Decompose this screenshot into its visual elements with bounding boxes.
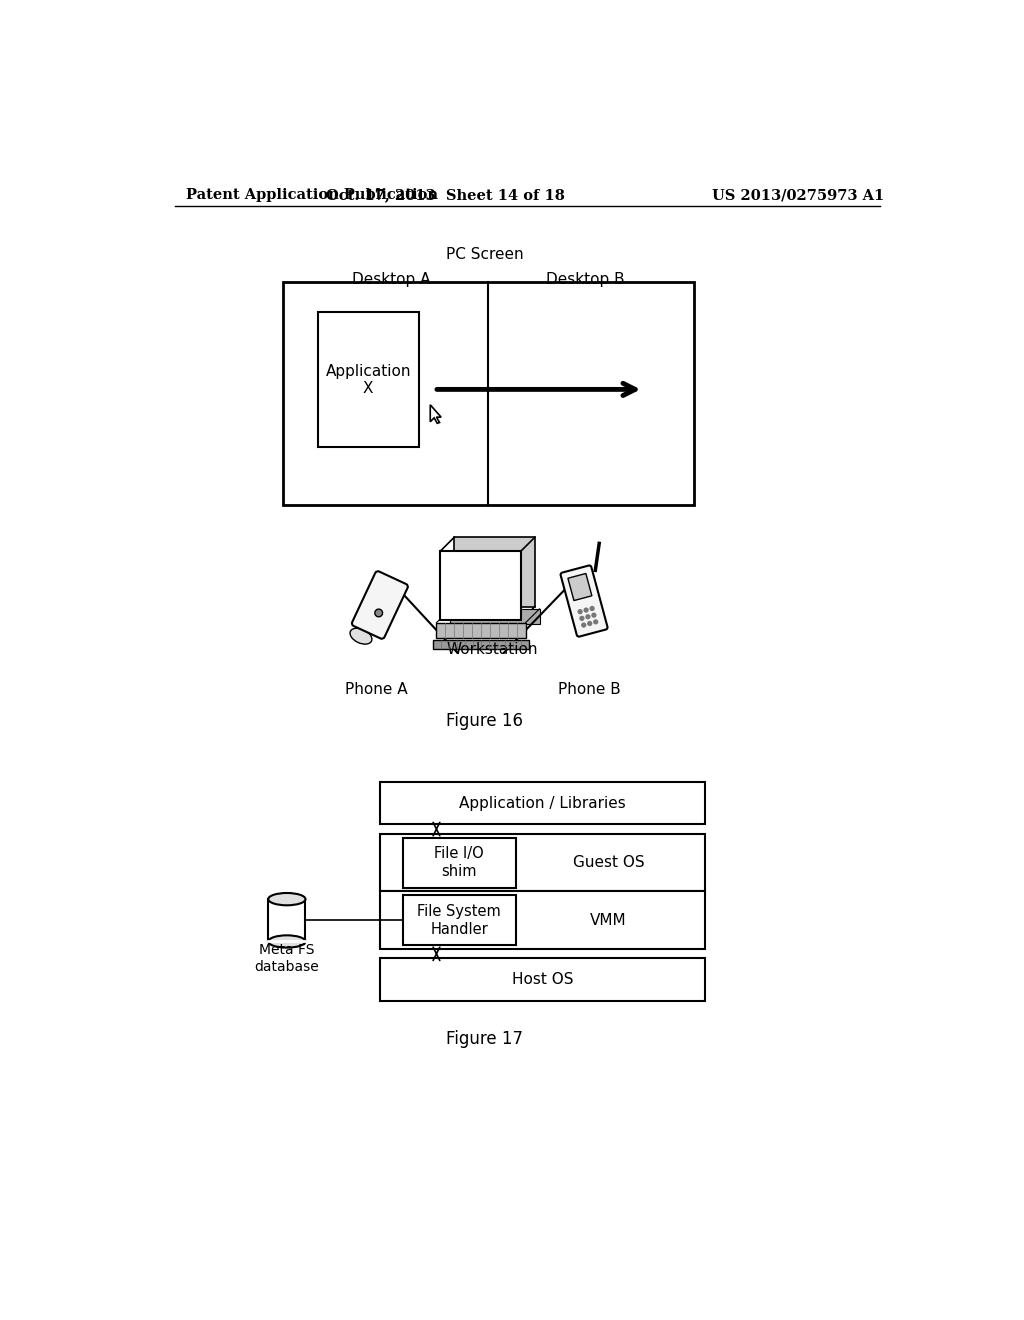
Circle shape: [588, 622, 592, 626]
Polygon shape: [440, 552, 521, 620]
Circle shape: [375, 609, 383, 616]
Text: Figure 17: Figure 17: [446, 1031, 523, 1048]
Bar: [380, 834, 706, 891]
Bar: [283, 281, 693, 506]
Polygon shape: [455, 537, 535, 607]
Text: Patent Application Publication: Patent Application Publication: [186, 189, 438, 202]
Text: Oct. 17, 2013  Sheet 14 of 18: Oct. 17, 2013 Sheet 14 of 18: [327, 189, 565, 202]
Bar: [432, 640, 529, 649]
Circle shape: [594, 620, 598, 624]
Circle shape: [579, 610, 582, 614]
FancyBboxPatch shape: [352, 572, 408, 639]
Text: Desktop A: Desktop A: [352, 272, 431, 286]
Bar: [380, 891, 706, 949]
Bar: [436, 623, 525, 638]
Ellipse shape: [268, 936, 305, 948]
Text: US 2013/0275973 A1: US 2013/0275973 A1: [713, 189, 885, 202]
Polygon shape: [430, 405, 441, 424]
Circle shape: [592, 614, 596, 616]
Bar: [380, 781, 706, 825]
Ellipse shape: [268, 892, 305, 906]
Circle shape: [586, 615, 590, 619]
Bar: [568, 573, 592, 601]
Text: Application / Libraries: Application / Libraries: [459, 796, 626, 810]
Bar: [403, 895, 515, 945]
Bar: [317, 313, 419, 447]
Text: Workstation: Workstation: [446, 642, 538, 657]
Text: File I/O
shim: File I/O shim: [434, 846, 484, 879]
Text: Desktop B: Desktop B: [546, 272, 625, 286]
Text: File System
Handler: File System Handler: [418, 904, 501, 936]
Ellipse shape: [350, 628, 372, 644]
Text: Meta FS
database: Meta FS database: [255, 944, 319, 974]
Text: Figure 16: Figure 16: [446, 711, 523, 730]
FancyBboxPatch shape: [560, 565, 607, 636]
Circle shape: [590, 607, 594, 610]
Text: Host OS: Host OS: [512, 972, 573, 987]
Text: Phone B: Phone B: [558, 682, 621, 697]
Text: PC Screen: PC Screen: [445, 247, 523, 263]
Text: Phone A: Phone A: [345, 682, 408, 697]
Circle shape: [582, 623, 586, 627]
Circle shape: [584, 609, 588, 612]
Text: Guest OS: Guest OS: [572, 855, 644, 870]
Text: VMM: VMM: [590, 913, 627, 928]
Bar: [268, 899, 305, 941]
Bar: [403, 838, 515, 887]
Bar: [380, 958, 706, 1001]
Circle shape: [580, 616, 584, 620]
Polygon shape: [451, 609, 540, 624]
Text: Application
X: Application X: [326, 363, 411, 396]
